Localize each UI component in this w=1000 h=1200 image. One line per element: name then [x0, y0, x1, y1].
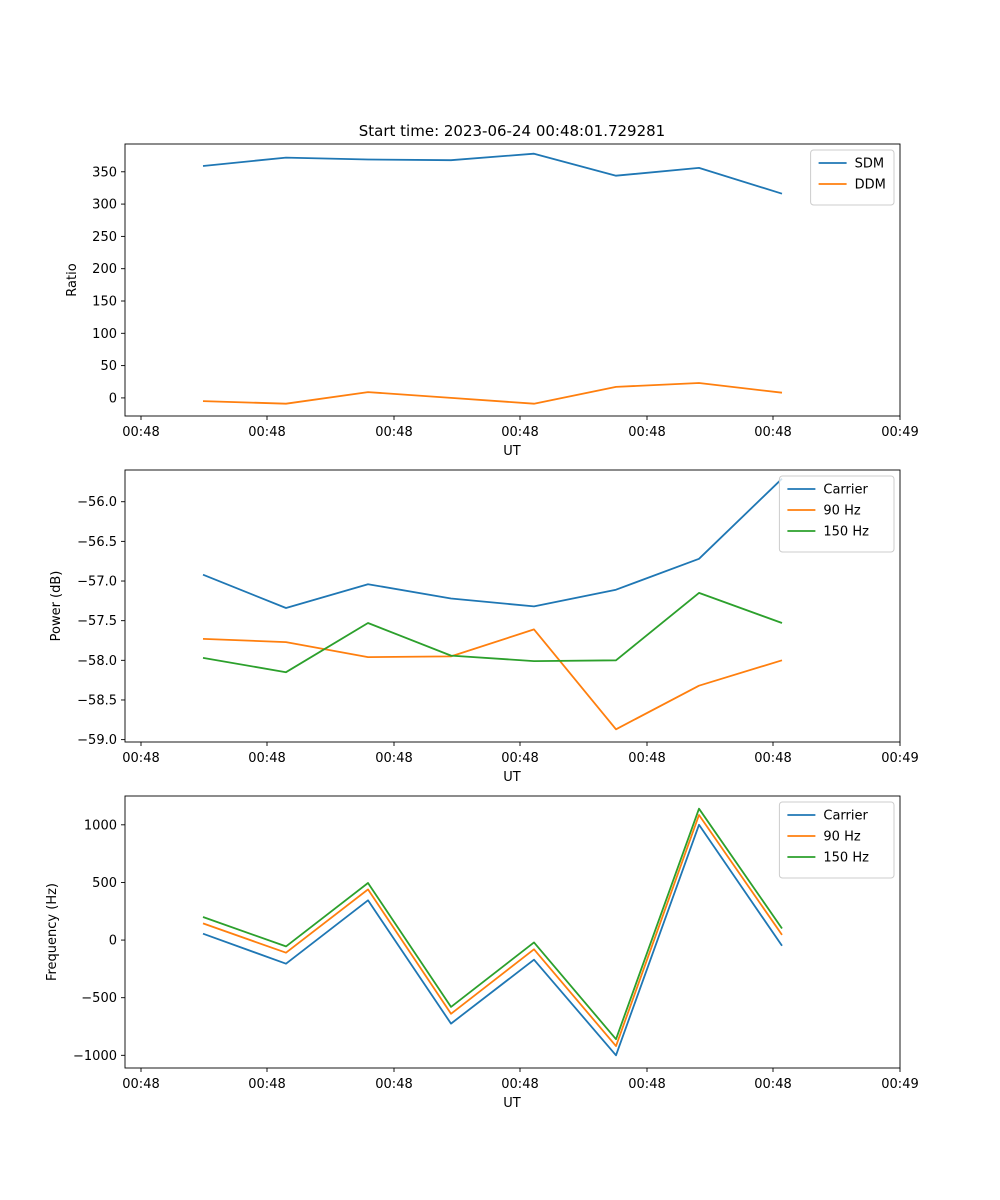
x-tick-label: 00:49: [881, 425, 918, 440]
y-axis-label: Power (dB): [49, 571, 64, 642]
legend-label: 90 Hz: [823, 504, 860, 519]
series-line-90-hz: [202, 628, 783, 731]
y-tick-label: 150: [92, 294, 117, 309]
legend-label: SDM: [855, 157, 884, 172]
y-tick-label: 1000: [84, 818, 117, 833]
series-line-sdm: [202, 152, 783, 195]
legend-label: 150 Hz: [823, 525, 869, 540]
x-tick-label: 00:48: [122, 751, 159, 766]
chart-panel-3: 00:48 00:48 00:48 00:48 00:48 00:48 00:49 −1000…: [45, 795, 919, 1111]
axes-frame: [124, 795, 901, 1069]
x-tick-label: 00:48: [375, 751, 412, 766]
series-line-90-hz: [202, 814, 783, 1047]
legend-box: [778, 475, 895, 553]
x-tick-label: 00:48: [754, 751, 791, 766]
y-tick-label: −1000: [73, 1049, 117, 1064]
x-tick-label: 00:48: [122, 425, 159, 440]
x-tick-label: 00:48: [628, 1077, 665, 1092]
legend-label: Carrier: [823, 483, 868, 498]
y-tick-label: 350: [92, 165, 117, 180]
y-tick-label: 0: [109, 934, 117, 949]
series-line-150-hz: [202, 807, 783, 1041]
legend-label: 150 Hz: [823, 851, 869, 866]
y-tick-label: −57.5: [77, 614, 117, 629]
x-tick-label: 00:48: [754, 425, 791, 440]
y-tick-label: 300: [92, 198, 117, 213]
axes-frame: [124, 143, 901, 417]
x-tick-label: 00:48: [501, 1077, 538, 1092]
legend: Carrier 90 Hz 150 Hz: [778, 475, 895, 553]
y-tick-label: −59.0: [77, 733, 117, 748]
y-tick-label: 250: [92, 230, 117, 245]
legend-box: [778, 801, 895, 879]
x-tick-label: 00:48: [501, 751, 538, 766]
x-tick-label: 00:48: [754, 1077, 791, 1092]
y-tick-label: 500: [92, 876, 117, 891]
y-tick-label: −58.0: [77, 654, 117, 669]
y-tick-label: 50: [100, 359, 117, 374]
legend: Carrier 90 Hz 150 Hz: [778, 801, 895, 879]
legend-label: DDM: [855, 178, 886, 193]
x-tick-label: 00:48: [248, 425, 285, 440]
y-tick-label: −500: [81, 991, 117, 1006]
series-line-ddm: [202, 382, 783, 405]
figure-title: Start time: 2023-06-24 00:48:01.729281: [359, 122, 665, 140]
x-tick-label: 00:48: [375, 1077, 412, 1092]
x-tick-label: 00:48: [628, 425, 665, 440]
axes-frame: [124, 469, 901, 743]
x-tick-label: 00:49: [881, 1077, 918, 1092]
x-axis-label: UT: [503, 770, 521, 785]
legend-label: 90 Hz: [823, 830, 860, 845]
x-tick-label: 00:48: [501, 425, 538, 440]
x-tick-label: 00:48: [375, 425, 412, 440]
legend-label: Carrier: [823, 809, 868, 824]
x-tick-label: 00:48: [248, 1077, 285, 1092]
y-axis-label: Frequency (Hz): [45, 883, 60, 981]
x-axis-label: UT: [503, 1096, 521, 1111]
y-tick-label: −56.5: [77, 535, 117, 550]
x-tick-label: 00:48: [628, 751, 665, 766]
y-axis-label: Ratio: [65, 263, 80, 296]
y-tick-label: −58.5: [77, 693, 117, 708]
x-tick-label: 00:48: [122, 1077, 159, 1092]
y-tick-label: −57.0: [77, 575, 117, 590]
x-tick-label: 00:49: [881, 751, 918, 766]
chart-panel-1: 00:48 00:48 00:48 00:48 00:48 00:48 00:49 0 50 10…: [65, 143, 919, 459]
series-line-carrier: [202, 823, 783, 1057]
y-tick-label: 100: [92, 327, 117, 342]
chart-panel-2: 00:48 00:48 00:48 00:48 00:48 00:48 00:49 −59.0…: [49, 469, 919, 785]
series-line-carrier: [202, 478, 783, 609]
y-tick-label: 0: [109, 391, 117, 406]
series-line-150-hz: [202, 592, 783, 674]
legend: SDM DDM: [810, 149, 895, 206]
y-tick-label: −56.0: [77, 495, 117, 510]
x-axis-label: UT: [503, 444, 521, 459]
y-tick-label: 200: [92, 262, 117, 277]
x-tick-label: 00:48: [248, 751, 285, 766]
